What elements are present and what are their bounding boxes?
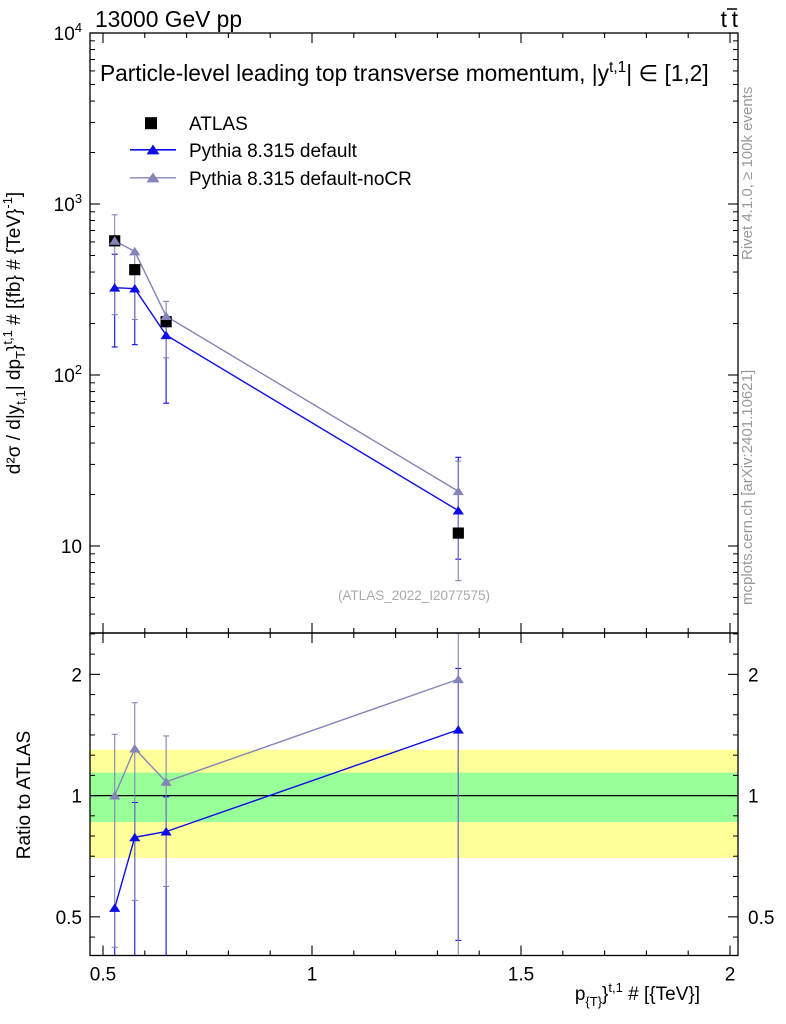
svg-text:Rivet 4.1.0, ≥ 100k events: Rivet 4.1.0, ≥ 100k events bbox=[739, 87, 756, 260]
svg-text:2: 2 bbox=[71, 665, 82, 686]
svg-text:2: 2 bbox=[725, 965, 736, 986]
svg-text:10: 10 bbox=[61, 537, 82, 558]
svg-text:ATLAS: ATLAS bbox=[189, 114, 248, 135]
svg-text:t: t bbox=[732, 6, 739, 32]
svg-text:(ATLAS_2022_I2077575): (ATLAS_2022_I2077575) bbox=[338, 588, 490, 603]
svg-text:1: 1 bbox=[307, 965, 318, 986]
svg-text:Pythia 8.315 default-noCR: Pythia 8.315 default-noCR bbox=[189, 169, 412, 190]
svg-text:mcplots.cern.ch [arXiv:2401.10: mcplots.cern.ch [arXiv:2401.10621] bbox=[739, 370, 756, 605]
svg-text:0.5: 0.5 bbox=[90, 965, 116, 986]
svg-text:0.5: 0.5 bbox=[56, 908, 82, 929]
svg-text:1.5: 1.5 bbox=[508, 965, 534, 986]
svg-text:13000 GeV pp: 13000 GeV pp bbox=[95, 6, 242, 32]
svg-text:1: 1 bbox=[71, 787, 82, 808]
svg-text:Pythia 8.315 default: Pythia 8.315 default bbox=[189, 141, 358, 162]
svg-text:0.5: 0.5 bbox=[748, 908, 774, 929]
svg-text:Ratio to ATLAS: Ratio to ATLAS bbox=[14, 731, 35, 860]
svg-text:2: 2 bbox=[748, 665, 759, 686]
svg-text:t: t bbox=[721, 6, 728, 32]
svg-text:1: 1 bbox=[748, 787, 759, 808]
